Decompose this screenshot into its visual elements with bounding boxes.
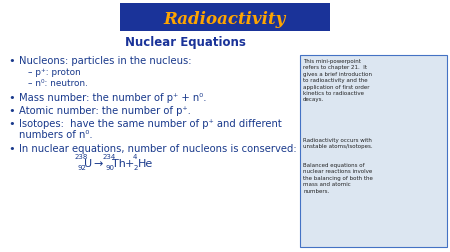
Text: •: • — [8, 56, 15, 66]
Text: •: • — [8, 143, 15, 153]
Text: He: He — [138, 158, 153, 168]
Text: Isotopes:  have the same number of p⁺ and different: Isotopes: have the same number of p⁺ and… — [19, 118, 282, 129]
Text: 4: 4 — [133, 153, 137, 159]
Text: •: • — [8, 93, 15, 103]
Text: Mass number: the number of p⁺ + n⁰.: Mass number: the number of p⁺ + n⁰. — [19, 93, 207, 103]
Text: Th: Th — [112, 158, 126, 168]
Text: •: • — [8, 118, 15, 129]
Text: Atomic number: the number of p⁺.: Atomic number: the number of p⁺. — [19, 106, 191, 115]
Text: •: • — [8, 106, 15, 115]
FancyBboxPatch shape — [120, 4, 330, 32]
FancyBboxPatch shape — [300, 56, 447, 247]
Text: This mini-powerpoint
refers to chapter 21.  It
gives a brief introduction
to rad: This mini-powerpoint refers to chapter 2… — [303, 59, 372, 102]
Text: 238: 238 — [75, 153, 88, 159]
Text: Nuclear Equations: Nuclear Equations — [125, 35, 245, 48]
Text: In nuclear equations, number of nucleons is conserved:: In nuclear equations, number of nucleons… — [19, 143, 297, 153]
Text: Nucleons: particles in the nucleus:: Nucleons: particles in the nucleus: — [19, 56, 192, 66]
Text: Radioactivity: Radioactivity — [164, 11, 286, 27]
Text: U: U — [84, 158, 92, 168]
Text: Balanced equations of
nuclear reactions involve
the balancing of both the
mass a: Balanced equations of nuclear reactions … — [303, 162, 373, 193]
Text: numbers of n⁰.: numbers of n⁰. — [19, 130, 93, 139]
Text: 2: 2 — [134, 164, 139, 170]
Text: 234: 234 — [103, 153, 116, 159]
Text: – p⁺: proton: – p⁺: proton — [28, 68, 81, 77]
Text: +: + — [125, 158, 135, 168]
Text: Radioactivity occurs with
unstable atoms/isotopes.: Radioactivity occurs with unstable atoms… — [303, 137, 373, 149]
Text: – n⁰: neutron.: – n⁰: neutron. — [28, 79, 88, 88]
Text: →: → — [93, 158, 103, 168]
Text: 92: 92 — [77, 164, 86, 170]
Text: 90: 90 — [105, 164, 114, 170]
